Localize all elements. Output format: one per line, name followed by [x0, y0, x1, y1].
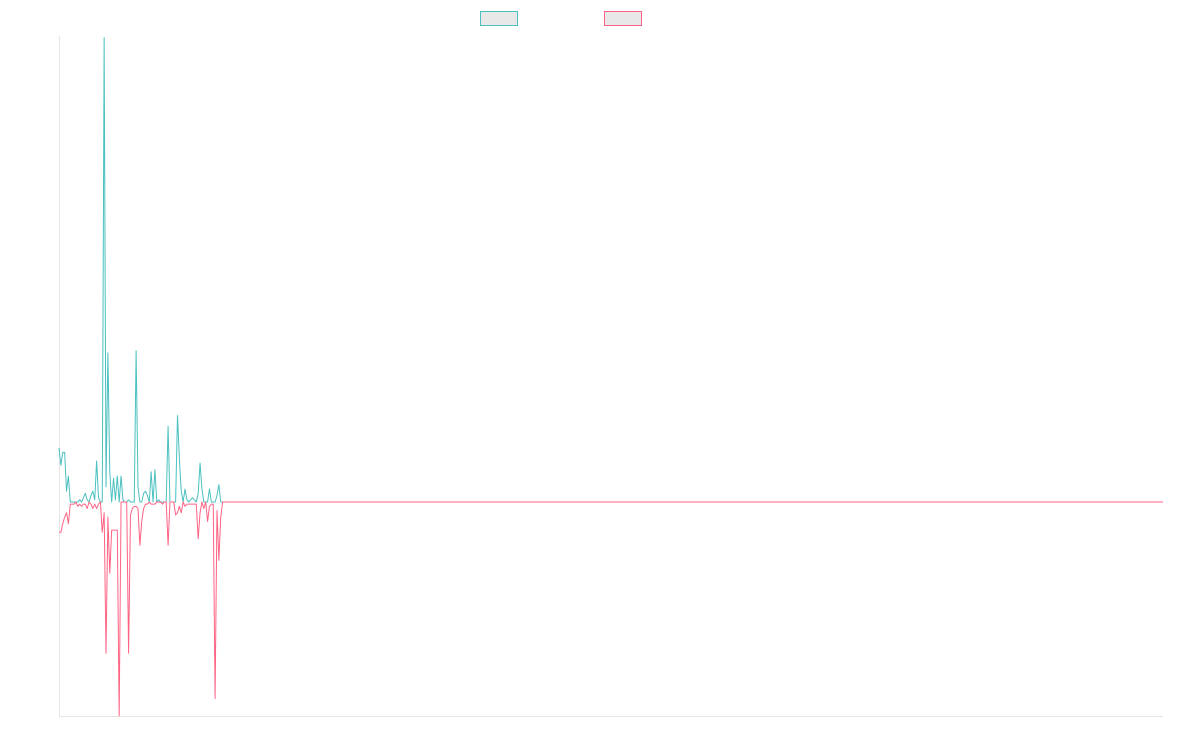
legend-item-series-1[interactable]: [480, 9, 524, 27]
legend: [0, 9, 1200, 27]
legend-item-series-2[interactable]: [604, 9, 648, 27]
legend-swatch-series-2: [604, 10, 642, 26]
legend-swatch-series-1: [480, 10, 518, 26]
series-line-2: [59, 501, 1163, 717]
series-layer: [58, 37, 1163, 717]
series-line-1: [58, 37, 1163, 503]
